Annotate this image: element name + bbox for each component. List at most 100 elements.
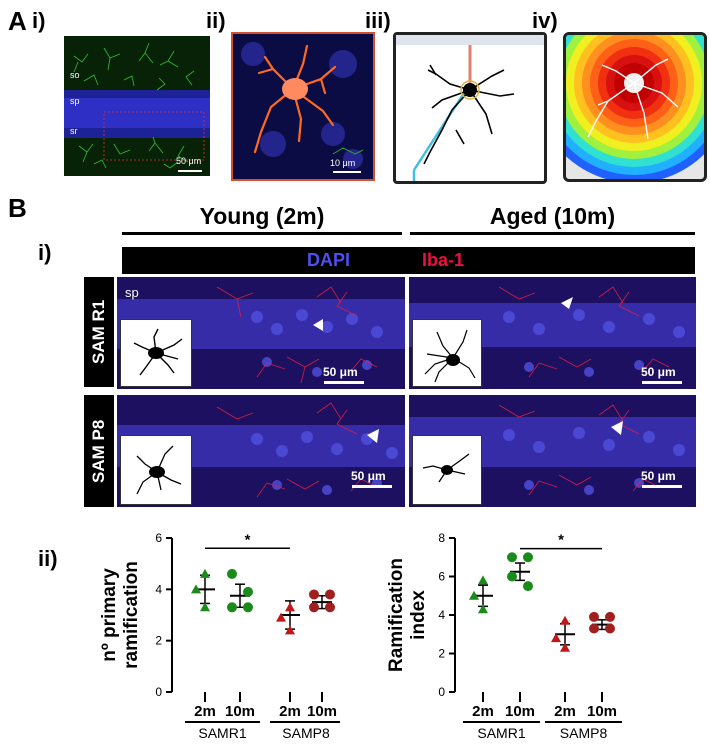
column-title-young: Young (2m) [199,203,325,229]
y-axis-label: ramification [121,561,142,669]
scale-label-samr1-aged: 50 μm [641,365,676,379]
skeleton-image [412,45,515,181]
window-titlebar [396,35,544,45]
data-point-circle [227,602,237,613]
data-point-triangle [191,584,201,594]
column-bar-aged [410,232,695,235]
group-label: SAMR1 [477,725,525,741]
panel-a-i-label: i) [32,8,46,33]
data-point-circle [243,602,253,613]
y-tick-label: 4 [155,582,162,596]
micrograph-samp8-young: 50 μm [117,395,405,507]
panel-b-i-label: i) [38,240,52,265]
panel-b-ii-label: ii) [38,546,58,571]
data-point-triangle [551,633,561,643]
y-tick-label: 4 [438,608,445,622]
data-point-circle [309,589,319,600]
micrograph-samp8-aged: 50 μm [409,395,696,507]
sholl-analysis-image [563,32,707,182]
micrograph-samr1-young: sp 50 μm [117,277,405,389]
data-point-circle [325,602,335,613]
y-axis-label: nº primary [99,568,120,662]
scale-label-a-i: 50 μm [176,156,202,166]
data-point-circle [605,611,615,622]
y-axis-label: index [408,590,429,640]
y-tick-label: 0 [155,685,162,699]
skeleton-inset-image [136,445,182,495]
scale-bar-a-ii [333,171,361,173]
data-point-circle [507,552,517,563]
chart-ramification-index: 0 2 4 6 8 Ramification index 2m 10m 2m 10m SAMR1 SAM… [386,531,622,741]
data-point-circle [227,568,237,579]
scale-bar-samp8-young [352,485,392,488]
data-point-triangle [285,625,295,635]
sp-label: sp [125,285,139,300]
chart-primary-ramification: 0 2 4 6 nº primary ramification 2m 10m 2m 10m SAMR… [99,531,340,741]
data-point-circle [589,611,599,622]
stain-label-dapi: DAPI [307,250,351,270]
skeleton-inset-samr1-aged [412,319,482,387]
data-point-triangle [560,642,570,652]
y-tick-label: 2 [438,647,445,661]
micrograph-hippocampus-image [64,36,210,176]
data-point-circle [507,571,517,582]
skeleton-inset-samp8-aged [412,435,482,505]
data-point-triangle [276,612,286,622]
x-tick-label: 10m [307,703,337,720]
microglia-cell-image [233,34,373,179]
y-axis-label: Ramification [386,558,407,672]
row-label-samp8: SAM P8 [84,395,114,507]
significance-star: * [245,531,251,548]
y-tick-label: 8 [438,531,445,545]
y-tick-label: 6 [155,531,162,545]
panel-a-ii-label: ii) [206,8,226,33]
data-point-circle [523,552,533,563]
scale-bar-a-i [178,170,202,172]
data-point-triangle [285,602,295,612]
data-point-circle [523,581,533,592]
stain-legend-bar: DAPI Iba-1 [122,247,695,274]
x-tick-label: 10m [505,703,535,720]
scale-label-samp8-aged: 50 μm [641,469,676,483]
data-point-triangle [200,568,210,578]
skeleton-inset-image [422,453,470,483]
data-point-triangle [200,602,210,612]
skeleton-inset-samp8-young [120,435,192,505]
x-tick-label: 10m [225,703,255,720]
y-tick-label: 2 [155,634,162,648]
panel-a-iv-label: iv) [532,8,558,33]
scale-label-a-ii: 10 μm [330,158,356,168]
x-tick-label: 2m [472,703,494,720]
data-point-circle [243,586,253,597]
group-label: SAMP8 [282,725,330,741]
skeleton-inset-image [424,329,476,383]
x-tick-label: 2m [194,703,216,720]
micrograph-samr1-aged: 50 μm [409,277,696,389]
y-tick-label: 6 [438,570,445,584]
data-point-circle [325,589,335,600]
layer-label-sp: sp [70,96,80,106]
scale-bar-samp8-aged [642,485,682,488]
layer-label-sr: sr [70,126,78,136]
row-label-samr1: SAM R1 [84,277,114,387]
data-point-circle [589,623,599,634]
data-point-triangle [478,575,488,585]
significance-star: * [558,532,564,549]
data-point-circle [605,623,615,634]
micrograph-single-microglia: 10 μm [231,32,375,181]
skeleton-analysis-window [393,32,547,184]
column-bar-young [122,232,402,235]
column-title-aged: Aged (10m) [489,203,616,229]
stain-label-iba1: Iba-1 [422,250,465,270]
panel-a-iii-label: iii) [365,8,391,33]
data-point-triangle [560,615,570,625]
x-tick-label: 2m [554,703,576,720]
data-point-triangle [478,604,488,614]
data-point-triangle [469,590,479,600]
skeleton-inset-samr1-young [120,319,192,387]
layer-label-so: so [70,70,80,80]
skeleton-inset-image [133,328,183,376]
x-tick-label: 2m [279,703,301,720]
scale-bar-samr1-young [324,381,364,384]
scale-label-samp8-young: 50 μm [351,469,386,483]
